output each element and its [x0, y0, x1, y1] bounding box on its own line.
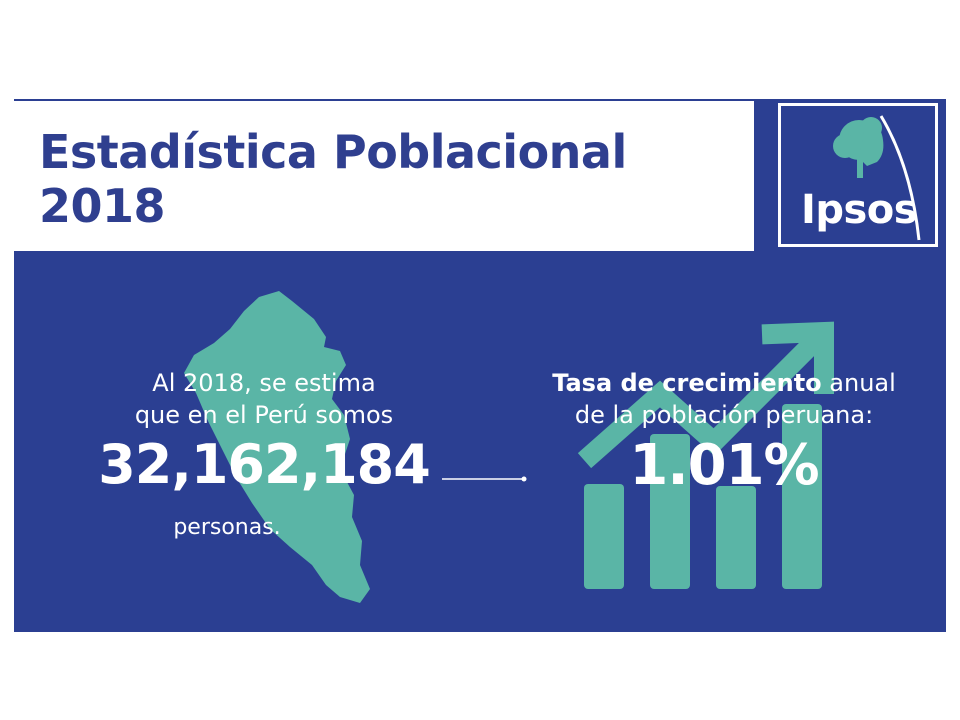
population-intro-line2: que en el Perú somos — [134, 401, 394, 429]
infographic-panel: Estadística Poblacional 2018 Ipsos — [14, 99, 946, 632]
ipsos-logo: Ipsos — [778, 103, 938, 247]
peru-map-icon — [184, 291, 370, 603]
growth-rate-label-bold: Tasa de crecimiento — [552, 369, 822, 397]
growth-bar — [584, 484, 624, 589]
population-value: 32,162,184 — [98, 433, 431, 496]
title-box: Estadística Poblacional 2018 — [14, 101, 754, 251]
page-title-year: 2018 — [39, 179, 166, 233]
growth-rate-label: Tasa de crecimiento anual — [514, 367, 934, 399]
growth-rate-value: 1.01% — [629, 433, 819, 498]
growth-bar — [716, 486, 756, 589]
ipsos-emblem-icon — [833, 115, 921, 241]
population-unit: personas. — [173, 515, 281, 540]
growth-rate-stat: Tasa de crecimiento anual de la població… — [514, 367, 934, 496]
population-intro-line1: Al 2018, se estima — [152, 369, 376, 397]
growth-rate-label-line2: de la población peruana: — [574, 401, 874, 429]
population-stat: Al 2018, se estima que en el Perú somos … — [54, 367, 474, 540]
growth-bar — [650, 434, 690, 589]
growth-chart-icon — [577, 321, 834, 589]
page-title: Estadística Poblacional — [39, 125, 627, 179]
growth-arrow — [577, 321, 834, 469]
ipsos-logo-text: Ipsos — [800, 187, 918, 233]
growth-bar — [782, 404, 822, 589]
growth-rate-label-rest: anual — [821, 369, 896, 397]
connector-arrow-icon — [442, 476, 527, 482]
